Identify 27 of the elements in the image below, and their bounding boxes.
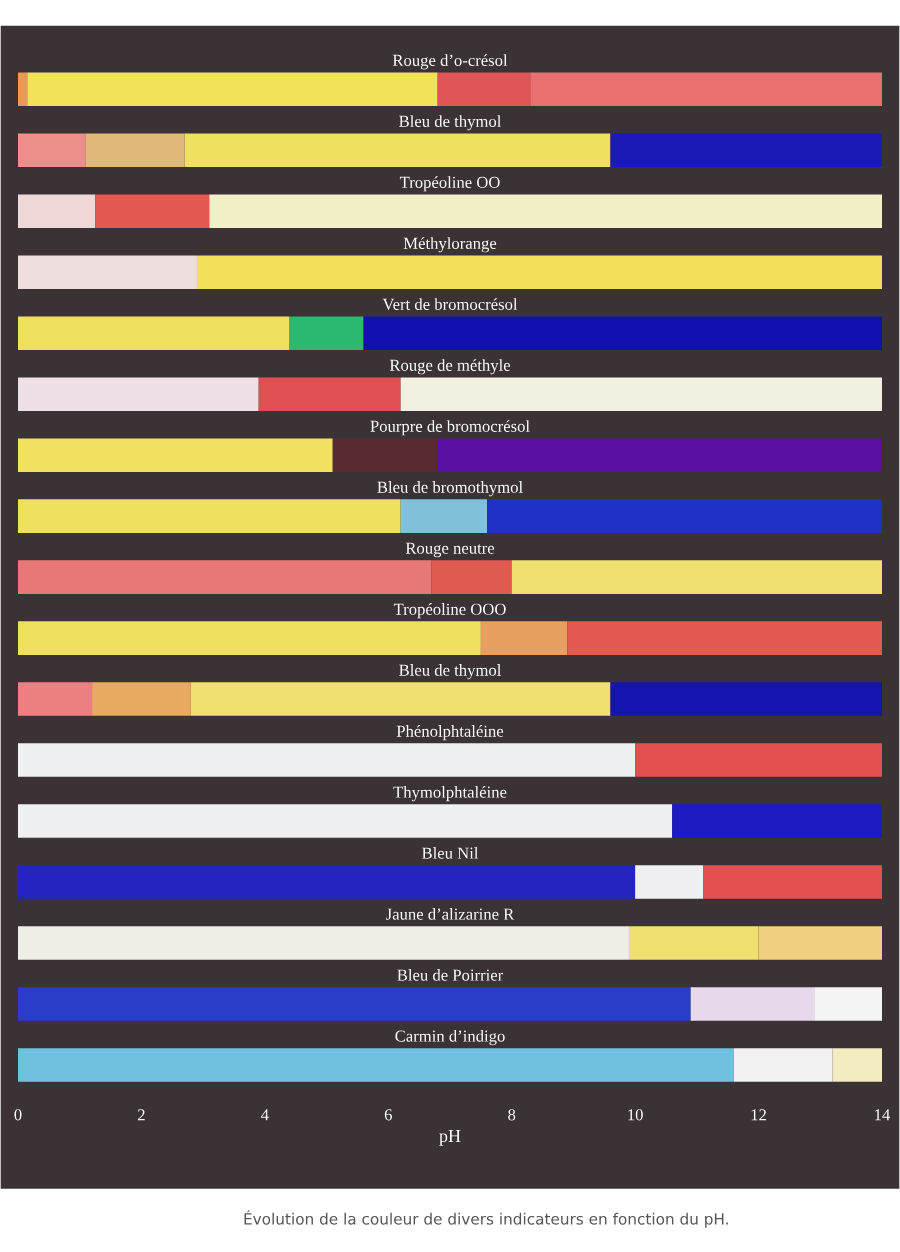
y-tick-label: Carmin d’indigo: [395, 1029, 505, 1046]
x-axis-title: pH: [439, 1130, 461, 1146]
y-tick-label: Rouge d’o-crésol: [392, 54, 508, 70]
y-tick-label: Bleu de Poirrier: [397, 969, 504, 981]
y-tick-label: Phénolphtaléine: [396, 725, 504, 741]
y-tick-label: Tropéoline OOO: [393, 603, 506, 619]
x-tick-label: 12: [751, 1109, 766, 1121]
x-tick-label: 4: [261, 1109, 269, 1121]
x-tick-label: 0: [14, 1109, 22, 1121]
y-tick-label: Jaune d’alizarine R: [386, 908, 515, 920]
x-tick-label: 10: [628, 1109, 643, 1121]
x-tick-label: 6: [384, 1109, 392, 1121]
y-tick-label: Pourpre de bromocrésol: [370, 420, 530, 436]
y-tick-label: Bleu Nil: [422, 847, 479, 859]
y-tick-label: Rouge de méthyle: [389, 359, 511, 375]
x-tick-label: 14: [875, 1109, 891, 1121]
y-tick-label: Thymolphtaléine: [393, 786, 507, 802]
y-tick-label: Méthylorange: [403, 237, 497, 253]
x-tick-label: 2: [137, 1109, 145, 1121]
y-tick-label: Bleu de thymol: [399, 115, 502, 131]
y-tick-label: Tropéoline OO: [399, 176, 500, 192]
y-tick-label: Vert de bromocrésol: [382, 298, 518, 310]
y-tick-label: Bleu de bromothymol: [377, 481, 523, 497]
y-tick-label: Bleu de thymol: [399, 664, 502, 680]
x-tick-label: 8: [508, 1109, 516, 1121]
y-tick-label: Rouge neutre: [405, 542, 495, 558]
text: Évolution de la couleur de divers indicateurs en fonction du pH.: [244, 1210, 728, 1228]
